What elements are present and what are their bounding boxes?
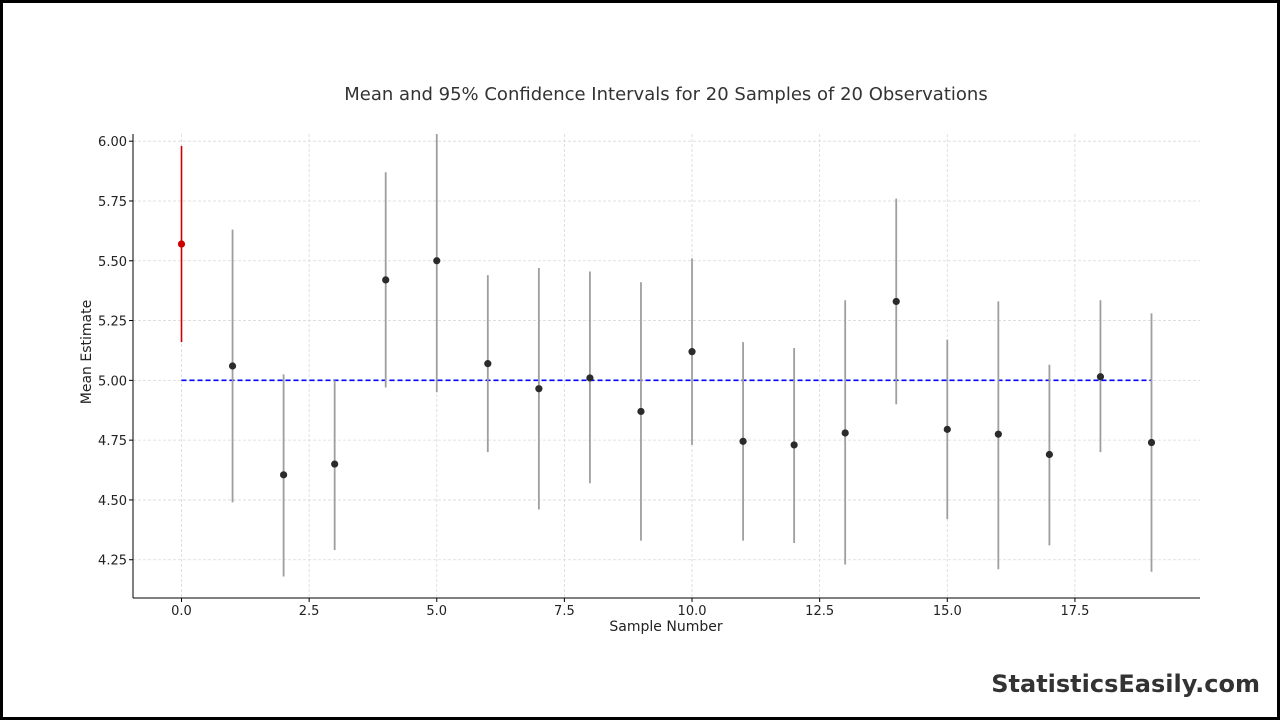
x-tick-label: 5.0 bbox=[426, 604, 447, 619]
mean-points bbox=[177, 240, 1156, 479]
mean-point-4 bbox=[382, 276, 390, 284]
mean-point-2 bbox=[280, 471, 288, 479]
mean-point-13 bbox=[841, 429, 849, 437]
mean-point-5 bbox=[433, 257, 441, 265]
mean-point-17 bbox=[1045, 450, 1053, 459]
grid bbox=[133, 134, 1200, 598]
x-tick-label: 10.0 bbox=[678, 604, 707, 619]
mean-point-18 bbox=[1096, 373, 1105, 381]
mean-point-19 bbox=[1147, 438, 1156, 447]
mean-point-14 bbox=[892, 297, 900, 306]
y-tick-label: 5.00 bbox=[98, 374, 127, 389]
y-tick-label: 5.25 bbox=[98, 315, 127, 330]
mean-point-7 bbox=[535, 385, 543, 393]
x-tick-label: 2.5 bbox=[299, 604, 320, 619]
confidence-intervals bbox=[180, 134, 1153, 577]
y-tick-label: 4.25 bbox=[98, 554, 127, 569]
y-tick-label: 4.50 bbox=[98, 494, 127, 509]
mean-point-3 bbox=[331, 460, 339, 468]
mean-point-6 bbox=[484, 360, 492, 368]
x-tick-label: 15.0 bbox=[933, 604, 962, 619]
mean-point-0 bbox=[177, 240, 186, 248]
mean-point-1 bbox=[228, 362, 237, 370]
mean-point-12 bbox=[790, 441, 798, 449]
x-tick-label: 17.5 bbox=[1060, 604, 1089, 619]
mean-point-15 bbox=[943, 425, 951, 433]
y-tick-label: 4.75 bbox=[98, 434, 127, 449]
x-axis-label: Sample Number bbox=[609, 619, 722, 635]
axes bbox=[129, 134, 1200, 602]
chart-title: Mean and 95% Confidence Intervals for 20… bbox=[344, 84, 987, 105]
x-tick-label: 0.0 bbox=[171, 604, 192, 619]
watermark-brand: StatisticsEasily.com bbox=[991, 670, 1260, 698]
y-tick-label: 5.75 bbox=[98, 195, 127, 210]
y-tick-label: 5.50 bbox=[98, 255, 127, 270]
mean-point-9 bbox=[637, 407, 645, 416]
mean-point-11 bbox=[739, 437, 747, 445]
x-tick-label: 12.5 bbox=[805, 604, 834, 619]
y-tick-label: 6.00 bbox=[98, 135, 127, 150]
x-tick-label: 7.5 bbox=[554, 604, 575, 619]
mean-point-16 bbox=[994, 430, 1002, 438]
tick-labels: 0.0 2.5 5.0 7.5 10.0 12.5 15.0 17.5 4.25 4.50 4.75… bbox=[98, 135, 1089, 619]
y-axis-label: Mean Estimate bbox=[79, 300, 95, 404]
mean-point-10 bbox=[688, 348, 696, 356]
mean-point-8 bbox=[586, 374, 594, 382]
